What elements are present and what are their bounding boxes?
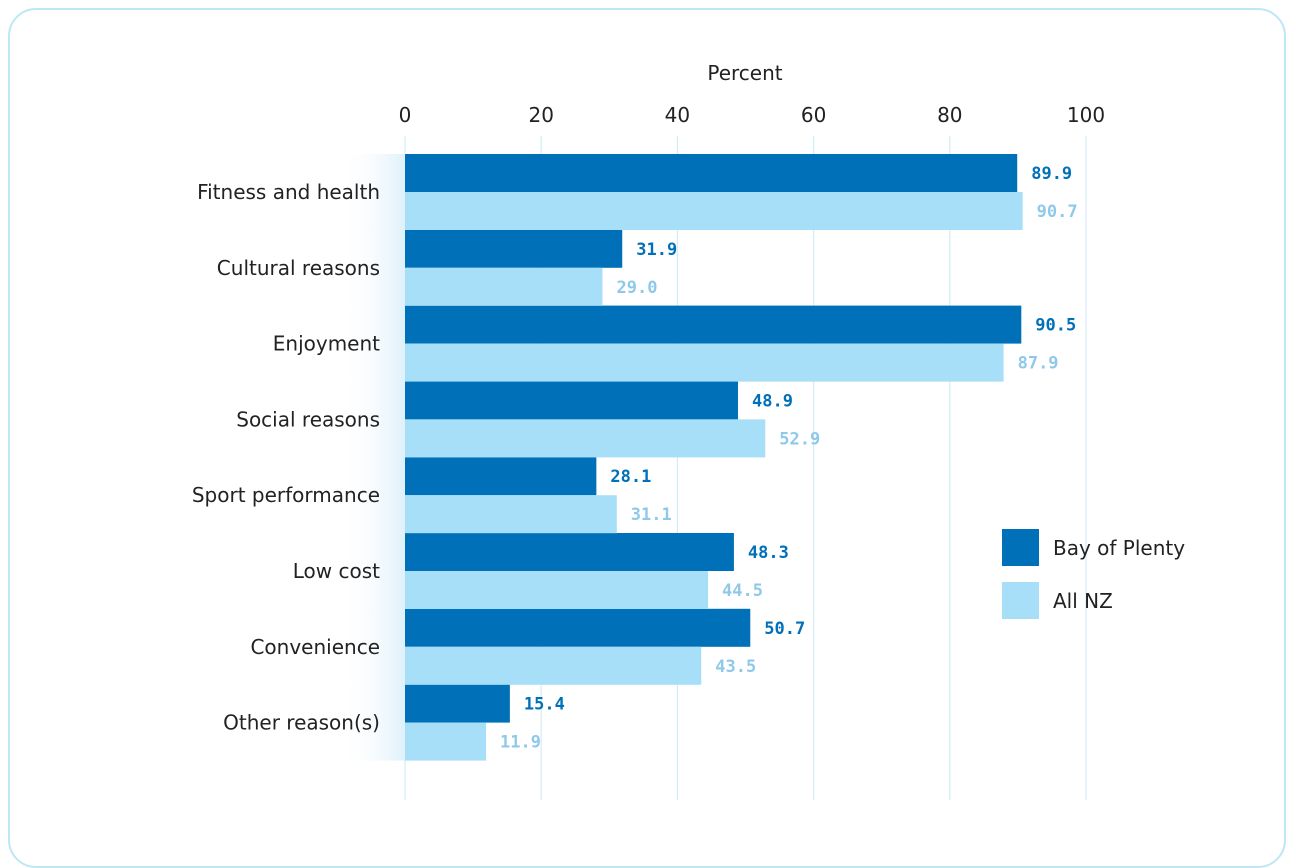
data-label: 48.9 — [752, 391, 793, 411]
y-axis-categories: Fitness and health Cultural reasons Enjoym… — [192, 180, 380, 735]
bar-all-nz — [405, 267, 603, 306]
bar-all-nz — [405, 192, 1023, 230]
legend-swatch — [1002, 529, 1039, 566]
category-label: Enjoyment — [273, 332, 380, 356]
x-tick-label: 20 — [528, 103, 553, 127]
legend-swatch — [1002, 582, 1039, 619]
bar-bay-of-plenty — [405, 381, 739, 420]
legend: Bay of Plenty All NZ — [1002, 529, 1185, 619]
bar-bay-of-plenty — [405, 684, 510, 723]
category-highlight — [340, 154, 405, 230]
data-label: 44.5 — [722, 581, 763, 601]
category-label: Cultural reasons — [217, 256, 380, 280]
category-highlights — [340, 154, 405, 761]
data-label: 90.7 — [1037, 202, 1078, 222]
category-highlight — [340, 533, 405, 609]
bar-bay-of-plenty — [405, 608, 751, 647]
bars — [405, 154, 1023, 761]
x-axis-title: Percent — [707, 61, 782, 85]
bar-all-nz — [405, 722, 487, 761]
x-tick-label: 40 — [665, 103, 690, 127]
data-label: 11.9 — [500, 733, 541, 753]
x-tick-label: 0 — [399, 103, 412, 127]
data-label: 87.9 — [1018, 354, 1059, 374]
category-highlight — [340, 608, 405, 685]
x-axis-ticks: 0 20 40 60 80 100 — [399, 103, 1105, 127]
category-highlight — [340, 305, 405, 382]
x-tick-label: 100 — [1067, 103, 1105, 127]
data-label: 90.5 — [1035, 316, 1076, 336]
bar-chart: 89.9 31.9 90.5 48.9 28.1 48.3 50.7 15.4 90.7 29.0… — [192, 61, 1185, 800]
category-label: Fitness and health — [197, 180, 380, 204]
data-label: 48.3 — [748, 543, 789, 563]
category-label: Convenience — [250, 635, 380, 659]
data-label: 31.9 — [636, 240, 677, 260]
data-label: 43.5 — [715, 657, 756, 677]
category-highlight — [340, 229, 405, 306]
data-label: 31.1 — [631, 505, 672, 525]
legend-label: All NZ — [1053, 589, 1113, 613]
data-label: 50.7 — [764, 619, 805, 639]
category-highlight — [340, 381, 405, 458]
category-label: Low cost — [293, 559, 380, 583]
bar-bay-of-plenty — [405, 457, 597, 496]
data-label: 28.1 — [610, 467, 651, 487]
category-label: Social reasons — [236, 407, 380, 431]
category-highlight — [340, 457, 405, 534]
x-tick-label: 60 — [801, 103, 826, 127]
bar-bay-of-plenty — [405, 305, 1022, 344]
data-label: 15.4 — [524, 695, 565, 715]
value-labels: 89.9 31.9 90.5 48.9 28.1 48.3 50.7 15.4 90.7 29.0… — [500, 164, 1078, 753]
category-label: Other reason(s) — [223, 711, 380, 735]
data-label: 29.0 — [616, 278, 657, 298]
bar-all-nz — [405, 495, 617, 534]
bar-all-nz — [405, 571, 709, 609]
category-label: Sport performance — [192, 483, 380, 507]
data-label: 52.9 — [779, 429, 820, 449]
bar-bay-of-plenty — [405, 229, 623, 268]
bar-all-nz — [405, 343, 1004, 382]
data-label: 89.9 — [1031, 164, 1072, 184]
x-tick-label: 80 — [937, 103, 962, 127]
bar-all-nz — [405, 419, 766, 458]
bar-bay-of-plenty — [405, 533, 734, 571]
bar-all-nz — [405, 646, 702, 685]
category-highlight — [340, 684, 405, 761]
bar-bay-of-plenty — [405, 154, 1018, 192]
legend-label: Bay of Plenty — [1053, 536, 1185, 560]
